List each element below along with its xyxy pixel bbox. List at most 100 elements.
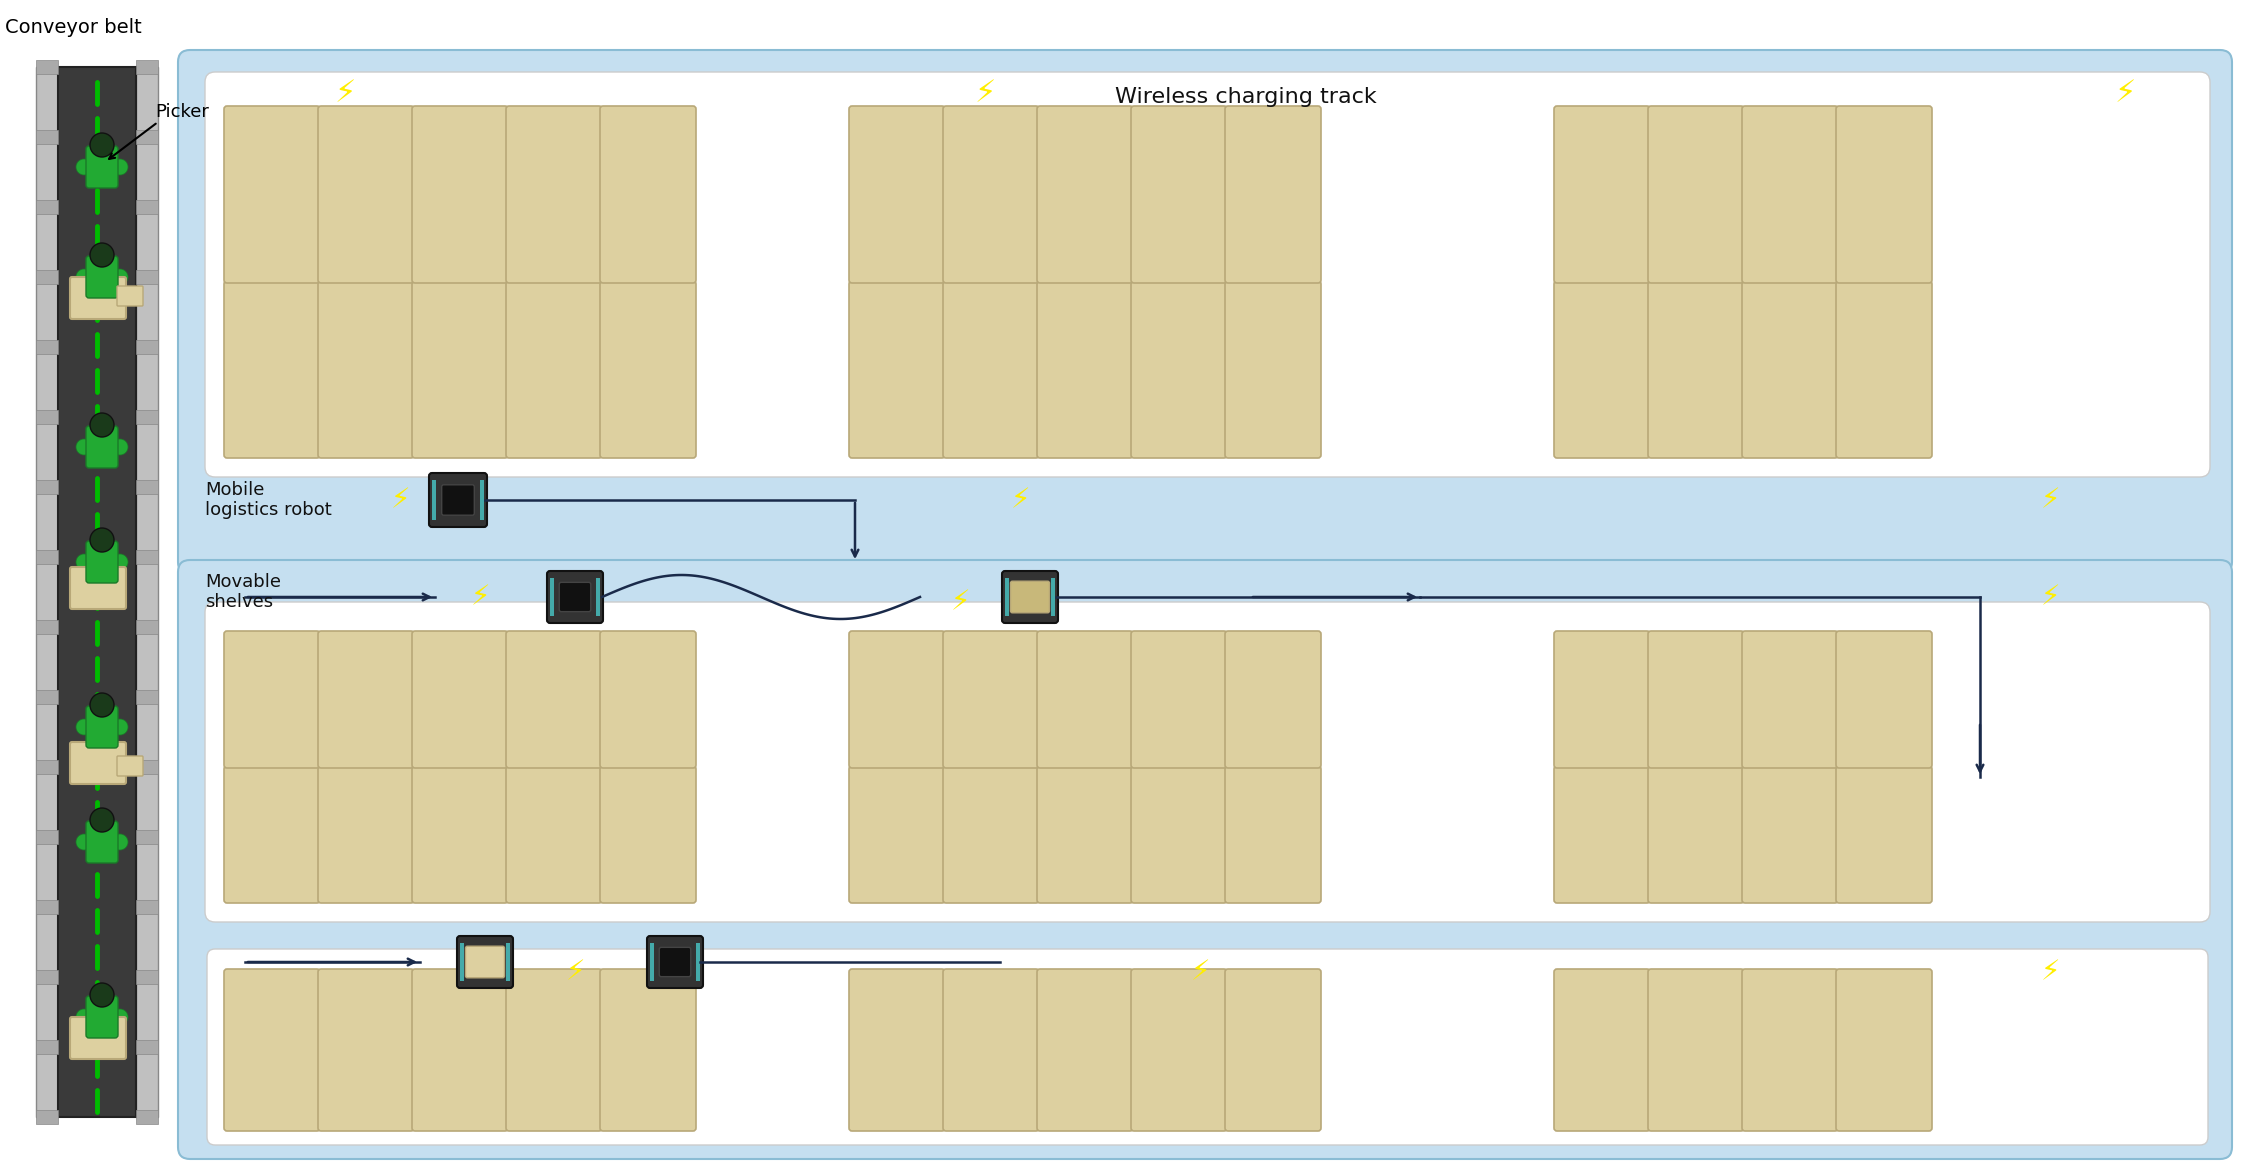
Circle shape [112,440,128,455]
FancyBboxPatch shape [319,766,413,902]
FancyBboxPatch shape [1131,105,1227,282]
FancyBboxPatch shape [942,105,1039,282]
Circle shape [76,554,92,570]
FancyBboxPatch shape [1225,281,1322,458]
Bar [36,481,58,495]
Circle shape [76,1009,92,1026]
Bar [433,481,435,520]
FancyBboxPatch shape [1741,969,1838,1131]
FancyBboxPatch shape [1225,969,1322,1131]
Circle shape [90,983,114,1007]
FancyBboxPatch shape [848,969,945,1131]
FancyBboxPatch shape [599,969,696,1131]
Text: ⚡: ⚡ [2040,582,2060,611]
Text: Mobile
logistics robot: Mobile logistics robot [204,481,332,519]
FancyBboxPatch shape [442,485,473,516]
FancyBboxPatch shape [1555,766,1649,902]
FancyBboxPatch shape [319,281,413,458]
FancyBboxPatch shape [1131,969,1227,1131]
FancyBboxPatch shape [1555,969,1649,1131]
Bar [36,67,58,1117]
FancyBboxPatch shape [1647,766,1744,902]
FancyBboxPatch shape [1741,631,1838,768]
Circle shape [76,834,92,850]
Bar [1005,578,1010,616]
FancyBboxPatch shape [458,936,514,988]
FancyBboxPatch shape [70,1017,126,1059]
Bar [36,1110,58,1124]
Bar [597,578,599,616]
FancyBboxPatch shape [599,105,696,282]
Bar [36,60,58,74]
FancyBboxPatch shape [1225,766,1322,902]
Text: Movable
shelves: Movable shelves [204,573,280,612]
Bar [36,270,58,284]
FancyBboxPatch shape [505,631,601,768]
FancyBboxPatch shape [942,631,1039,768]
FancyBboxPatch shape [1555,105,1649,282]
FancyBboxPatch shape [177,560,2233,1159]
FancyBboxPatch shape [70,742,126,784]
FancyBboxPatch shape [85,996,119,1038]
FancyBboxPatch shape [413,105,507,282]
FancyBboxPatch shape [1003,571,1057,624]
FancyBboxPatch shape [413,969,507,1131]
Circle shape [76,159,92,175]
Bar [137,970,157,984]
FancyBboxPatch shape [660,947,691,976]
Circle shape [112,1009,128,1026]
Bar [137,830,157,844]
Circle shape [76,440,92,455]
FancyBboxPatch shape [1836,105,1932,282]
Circle shape [112,718,128,735]
FancyBboxPatch shape [117,756,144,776]
Text: ⚡: ⚡ [334,80,357,109]
Text: ⚡: ⚡ [565,958,586,986]
FancyBboxPatch shape [1741,766,1838,902]
Bar [137,1110,157,1124]
FancyBboxPatch shape [848,105,945,282]
FancyBboxPatch shape [85,706,119,748]
FancyBboxPatch shape [1836,766,1932,902]
FancyBboxPatch shape [848,631,945,768]
FancyBboxPatch shape [1131,631,1227,768]
FancyBboxPatch shape [646,936,702,988]
Circle shape [112,834,128,850]
FancyBboxPatch shape [319,105,413,282]
Bar [137,410,157,424]
FancyBboxPatch shape [505,766,601,902]
FancyBboxPatch shape [85,146,119,188]
Bar [36,340,58,354]
Circle shape [90,132,114,157]
FancyBboxPatch shape [1836,281,1932,458]
Bar [460,943,465,981]
Bar [36,130,58,144]
FancyBboxPatch shape [85,425,119,468]
FancyBboxPatch shape [224,969,321,1131]
Circle shape [90,808,114,832]
Bar [696,943,700,981]
FancyBboxPatch shape [505,281,601,458]
FancyBboxPatch shape [942,766,1039,902]
FancyBboxPatch shape [1741,281,1838,458]
Bar [137,200,157,214]
FancyBboxPatch shape [1741,105,1838,282]
Bar [36,759,58,774]
FancyBboxPatch shape [85,255,119,298]
Bar [651,943,653,981]
FancyBboxPatch shape [1647,281,1744,458]
Text: Picker: Picker [155,103,209,121]
FancyBboxPatch shape [177,50,2233,574]
Text: ⚡: ⚡ [2114,80,2136,109]
FancyBboxPatch shape [117,286,144,306]
FancyBboxPatch shape [70,567,126,609]
Bar [36,620,58,634]
Text: ⚡: ⚡ [1189,958,1210,986]
Circle shape [112,159,128,175]
Text: ⚡: ⚡ [2040,486,2060,515]
Bar [550,578,554,616]
Bar [137,759,157,774]
FancyBboxPatch shape [505,105,601,282]
FancyBboxPatch shape [224,766,321,902]
FancyBboxPatch shape [1037,969,1133,1131]
